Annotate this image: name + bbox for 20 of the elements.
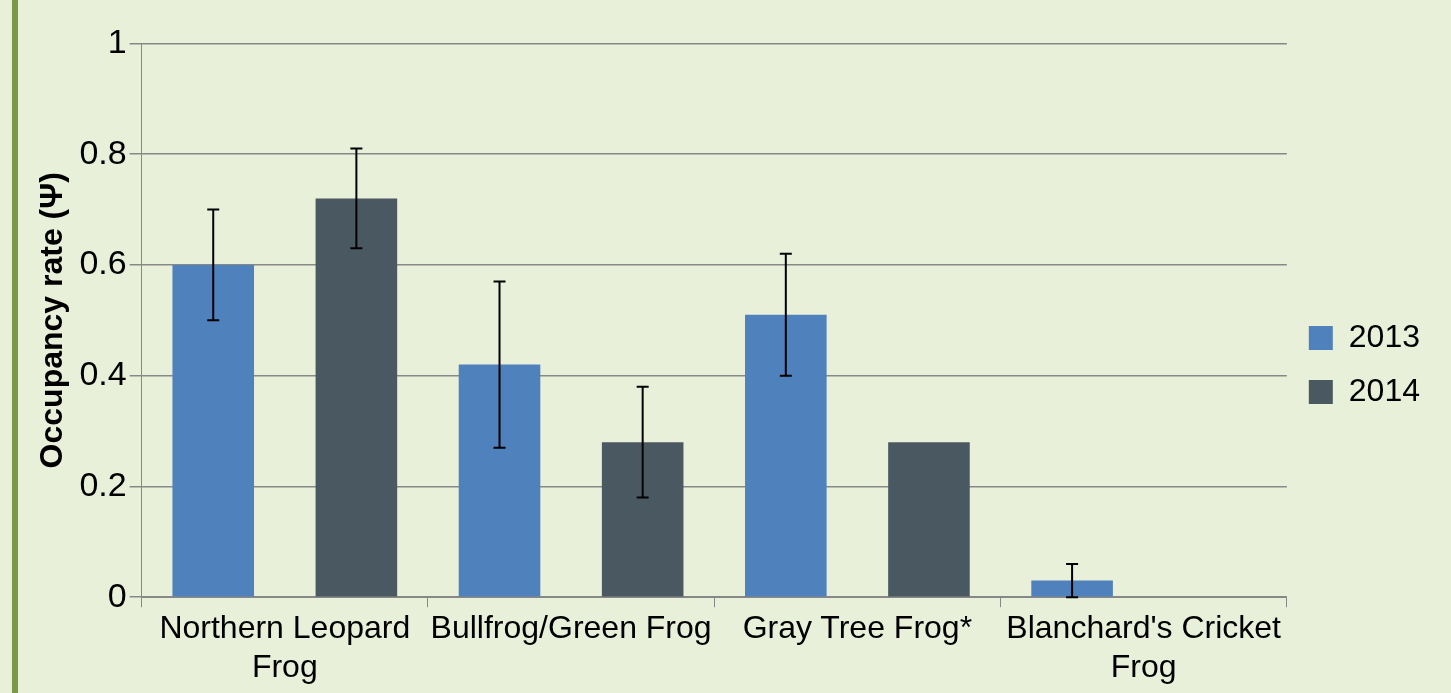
y-tick-label: 0.2 (79, 464, 127, 503)
y-axis-title: Occupancy rate (Ψ) (33, 172, 70, 469)
bar (172, 264, 255, 597)
y-tick-label: 0.8 (79, 132, 127, 171)
y-tick-label: 0.6 (79, 243, 127, 282)
y-tick-label: 0.4 (79, 354, 127, 393)
bar (745, 314, 827, 597)
x-tick-label: Blanchard's Cricket Frog (1006, 609, 1282, 684)
y-tick-label: 1 (107, 21, 127, 60)
x-tick-label: Northern Leopard Frog (159, 609, 411, 684)
legend-label: 2014 (1348, 371, 1420, 408)
x-tick-label: Gray Tree Frog* (742, 609, 973, 646)
bar (458, 364, 541, 597)
y-tick-label: 0 (107, 575, 127, 614)
bar (315, 198, 398, 597)
legend-label: 2013 (1348, 317, 1420, 354)
bar (601, 442, 684, 597)
bar (1031, 580, 1113, 597)
bar (888, 442, 970, 597)
x-tick-label: Bullfrog/Green Frog (430, 609, 712, 646)
